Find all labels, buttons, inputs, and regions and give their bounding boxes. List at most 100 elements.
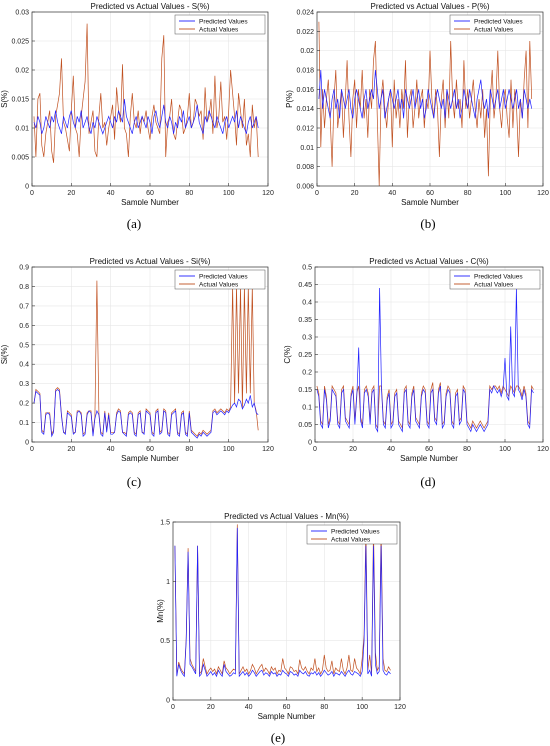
y-tick-label: 0.02 <box>300 48 314 55</box>
y-tick-label: 1.5 <box>160 520 170 527</box>
y-tick-label: 0 <box>25 184 29 191</box>
x-tick-label: 100 <box>499 190 511 197</box>
legend-label: Predicted Values <box>331 528 380 535</box>
x-tick-label: 40 <box>107 190 115 197</box>
x-tick-label: 120 <box>537 446 549 453</box>
panel-label-b: (b) <box>420 216 436 231</box>
series-line-predicted-values <box>33 98 259 135</box>
series-line-actual-values <box>33 280 259 437</box>
x-axis-label: Sample Number <box>258 712 316 721</box>
x-tick-label: 20 <box>351 190 359 197</box>
series-line-predicted-values <box>174 527 391 678</box>
x-tick-label: 60 <box>146 446 154 453</box>
x-tick-label: 0 <box>315 190 319 197</box>
legend-label: Actual Values <box>474 26 514 33</box>
y-tick-label: 0.006 <box>296 184 314 191</box>
chart-panel-e: 0 20 40 60 80 100 120 0 0.5 1 1.5 Predicted vs Actu… <box>155 510 415 725</box>
legend-label: Predicted Values <box>199 273 248 280</box>
y-axis-label: Si(%) <box>0 344 9 364</box>
chart-svg-d: 0 20 40 60 80 100 120 0 0.05 0.1 0.15 0.2 0.25 0.3 0.3… <box>283 257 549 463</box>
y-tick-label: 0.4 <box>19 362 29 369</box>
panel-label-a: (a) <box>126 216 142 231</box>
y-tick-label: 0.012 <box>296 126 314 133</box>
legend-box <box>306 524 398 545</box>
x-tick-label: 0 <box>30 446 34 453</box>
x-tick-label: 60 <box>283 704 291 711</box>
legend-label: Predicted Values <box>474 273 523 280</box>
chart-svg-a: 0 20 40 60 80 100 120 0 0.005 0.01 0.015 0.02 0.025 0… <box>0 2 274 207</box>
y-tick-label: 0.1 <box>19 420 29 427</box>
x-tick-label: 20 <box>349 446 357 453</box>
x-axis-label: Sample Number <box>121 198 179 205</box>
series-line-predicted-values <box>33 389 259 439</box>
y-tick-label: 0.01 <box>15 126 29 133</box>
y-tick-label: 0.2 <box>302 370 312 377</box>
x-tick-label: 40 <box>387 446 395 453</box>
chart-title: Predicted vs Actual Values - C(%) <box>369 257 489 266</box>
series-line-actual-values <box>316 382 534 430</box>
x-tick-label: 40 <box>107 446 115 453</box>
legend-box <box>174 14 266 35</box>
y-tick-label: 0.8 <box>19 284 29 291</box>
x-tick-label: 40 <box>388 190 396 197</box>
x-tick-label: 80 <box>320 704 328 711</box>
y-tick-label: 0.014 <box>296 106 314 113</box>
y-tick-label: 0.9 <box>19 265 29 272</box>
x-tick-label: 100 <box>223 446 235 453</box>
x-tick-label: 120 <box>262 446 274 453</box>
x-tick-label: 20 <box>67 190 75 197</box>
y-tick-label: 0.7 <box>19 303 29 310</box>
chart-panel-d: 0 20 40 60 80 100 120 0 0.05 0.1 0.15 0.2 0.25 0.3 0.3… <box>275 255 550 470</box>
chart-title: Predicted vs Actual Values - P(%) <box>370 2 489 11</box>
y-axis-label: P(%) <box>285 90 294 108</box>
chart-svg-e: 0 20 40 60 80 100 120 0 0.5 1 1.5 Predicted vs Actu… <box>156 512 406 721</box>
chart-panel-c: 0 20 40 60 80 100 120 0 0.1 0.2 0.3 0.4 0.5 0.6 0.7 0.8… <box>0 255 275 470</box>
x-tick-label: 80 <box>185 446 193 453</box>
x-tick-label: 120 <box>262 190 274 197</box>
y-tick-label: 0.45 <box>298 282 312 289</box>
chart-svg-c: 0 20 40 60 80 100 120 0 0.1 0.2 0.3 0.4 0.5 0.6 0.7 0.8… <box>0 257 274 463</box>
x-tick-label: 0 <box>313 446 317 453</box>
legend-label: Actual Values <box>474 281 514 288</box>
y-tick-label: 0.01 <box>300 145 314 152</box>
x-axis-label: Sample Number <box>400 454 458 463</box>
chart-svg-b: 0 20 40 60 80 100 120 0.006 0.008 0.01 0.012 0.014 0… <box>285 2 549 207</box>
y-tick-label: 0 <box>308 440 312 447</box>
x-tick-label: 80 <box>464 190 472 197</box>
y-tick-label: 0.3 <box>19 381 29 388</box>
legend-label: Actual Values <box>331 536 371 543</box>
panel-label-d: (d) <box>420 474 436 489</box>
legend-box <box>449 14 541 35</box>
y-tick-label: 0.35 <box>298 317 312 324</box>
y-tick-label: 0.4 <box>302 300 312 307</box>
x-tick-label: 120 <box>394 704 406 711</box>
x-axis-label: Sample Number <box>121 454 179 463</box>
y-tick-label: 0.024 <box>296 10 314 17</box>
y-tick-label: 0.008 <box>296 164 314 171</box>
x-tick-label: 60 <box>146 190 154 197</box>
x-tick-label: 60 <box>426 190 434 197</box>
x-tick-label: 60 <box>425 446 433 453</box>
y-tick-label: 0.016 <box>296 87 314 94</box>
chart-panel-a: 0 20 40 60 80 100 120 0 0.005 0.01 0.015 0.02 0.025 0… <box>0 0 275 207</box>
series-line-predicted-values <box>316 287 534 433</box>
legend-box <box>449 269 541 290</box>
x-tick-label: 40 <box>245 704 253 711</box>
y-tick-label: 0.5 <box>302 265 312 272</box>
x-tick-label: 100 <box>499 446 511 453</box>
y-tick-label: 0.2 <box>19 401 29 408</box>
x-tick-label: 100 <box>223 190 235 197</box>
chart-panel-b: 0 20 40 60 80 100 120 0.006 0.008 0.01 0.012 0.014 0… <box>275 0 550 207</box>
legend-box <box>174 269 266 290</box>
x-tick-label: 100 <box>356 704 368 711</box>
x-tick-label: 80 <box>185 190 193 197</box>
y-tick-label: 0.15 <box>298 387 312 394</box>
x-tick-label: 20 <box>207 704 215 711</box>
y-tick-label: 0.05 <box>298 422 312 429</box>
x-tick-label: 0 <box>30 190 34 197</box>
y-axis-label: C(%) <box>283 345 292 364</box>
panel-label-e: (e) <box>270 730 286 745</box>
legend-label: Predicted Values <box>474 18 523 25</box>
y-tick-label: 0 <box>25 440 29 447</box>
x-tick-label: 0 <box>171 704 175 711</box>
